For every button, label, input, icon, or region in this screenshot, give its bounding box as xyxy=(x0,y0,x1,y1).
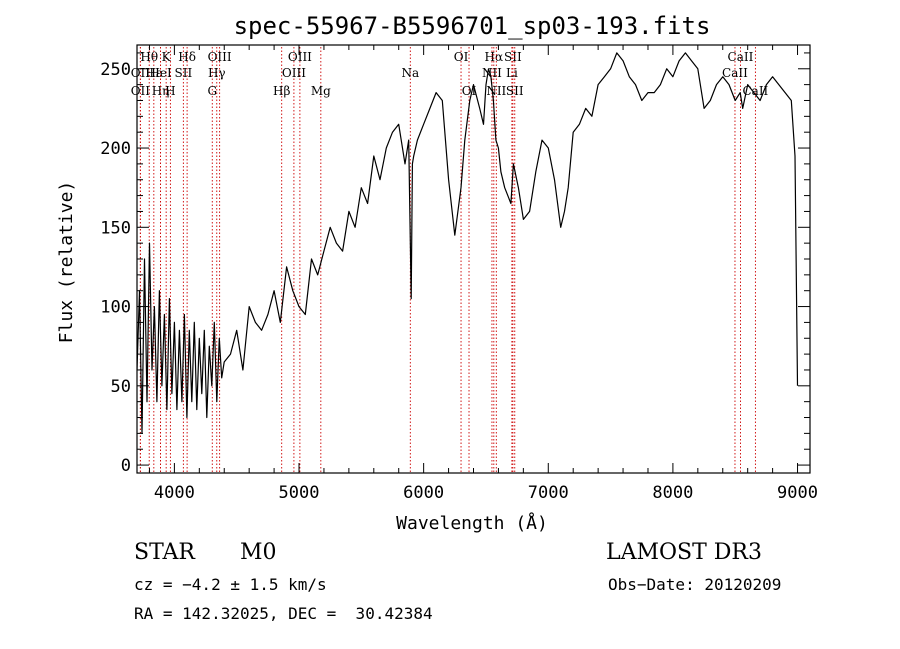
y-tick-label: 50 xyxy=(111,377,131,397)
line-marker-label: NII xyxy=(482,66,502,80)
line-marker-label: Hδ xyxy=(178,50,196,64)
survey-name: LAMOST DR3 xyxy=(606,540,762,565)
line-marker-label: CaII xyxy=(728,50,754,64)
y-tick-label: 250 xyxy=(100,60,131,80)
y-axis: 0 50 100 150 200 250 xyxy=(100,52,810,476)
line-marker-label: NII xyxy=(486,84,506,98)
line-marker-label: OIII xyxy=(288,50,312,64)
chart-title: spec-55967-B5596701_sp03-193.fits xyxy=(234,12,711,40)
line-marker-label: OIII xyxy=(208,50,232,64)
line-marker-label: Hβ xyxy=(273,84,290,98)
x-tick-label: 8000 xyxy=(652,483,693,503)
line-marker-label: Hη xyxy=(152,84,170,98)
y-axis-label: Flux (relative) xyxy=(56,181,77,344)
x-tick-label: 9000 xyxy=(777,483,818,503)
line-marker-label: Hγ xyxy=(208,66,226,80)
line-marker-label: SII xyxy=(506,84,524,98)
coordinates: RA = 142.32025, DEC = 30.42384 xyxy=(134,604,433,623)
redshift-velocity: cz = −4.2 ± 1.5 km/s xyxy=(134,575,327,594)
x-tick-label: 4000 xyxy=(154,483,195,503)
line-marker-label: CaII xyxy=(722,66,748,80)
line-marker-label: OII xyxy=(131,84,151,98)
line-marker-label: OI xyxy=(454,50,469,64)
line-marker-label: Hα xyxy=(485,50,504,64)
x-tick-label: 6000 xyxy=(403,483,444,503)
line-marker-label: Li xyxy=(506,66,518,80)
x-axis: 4000 5000 6000 7000 8000 9000 xyxy=(148,45,818,503)
line-marker-label: Hθ xyxy=(140,50,158,64)
spectrum-series-0 xyxy=(137,52,799,434)
series-layer xyxy=(137,52,799,434)
plot-frame xyxy=(136,44,811,474)
line-marker-label: G xyxy=(207,84,217,98)
y-tick-label: 0 xyxy=(121,456,131,476)
line-marker-label: Na xyxy=(401,66,419,80)
line-marker-label: Hε xyxy=(145,66,162,80)
x-tick-label: 5000 xyxy=(279,483,320,503)
x-tick-label: 7000 xyxy=(528,483,569,503)
y-tick-label: 200 xyxy=(100,139,131,159)
object-subclass: M0 xyxy=(240,540,277,565)
line-marker-label: K xyxy=(162,50,172,64)
line-marker-label: HeI xyxy=(149,66,172,80)
y-tick-label: 100 xyxy=(100,298,131,318)
line-marker-label: SII xyxy=(504,50,522,64)
object-class: STAR xyxy=(134,540,195,565)
line-marker-label: OIII xyxy=(282,66,306,80)
x-axis-label: Wavelength (Å) xyxy=(396,512,548,534)
line-marker-label: SII xyxy=(175,66,193,80)
line-marker-label: H xyxy=(165,84,175,98)
y-tick-label: 150 xyxy=(100,218,131,238)
observation-date: Obs−Date: 20120209 xyxy=(608,575,782,594)
line-marker-label: Mg xyxy=(311,84,331,98)
